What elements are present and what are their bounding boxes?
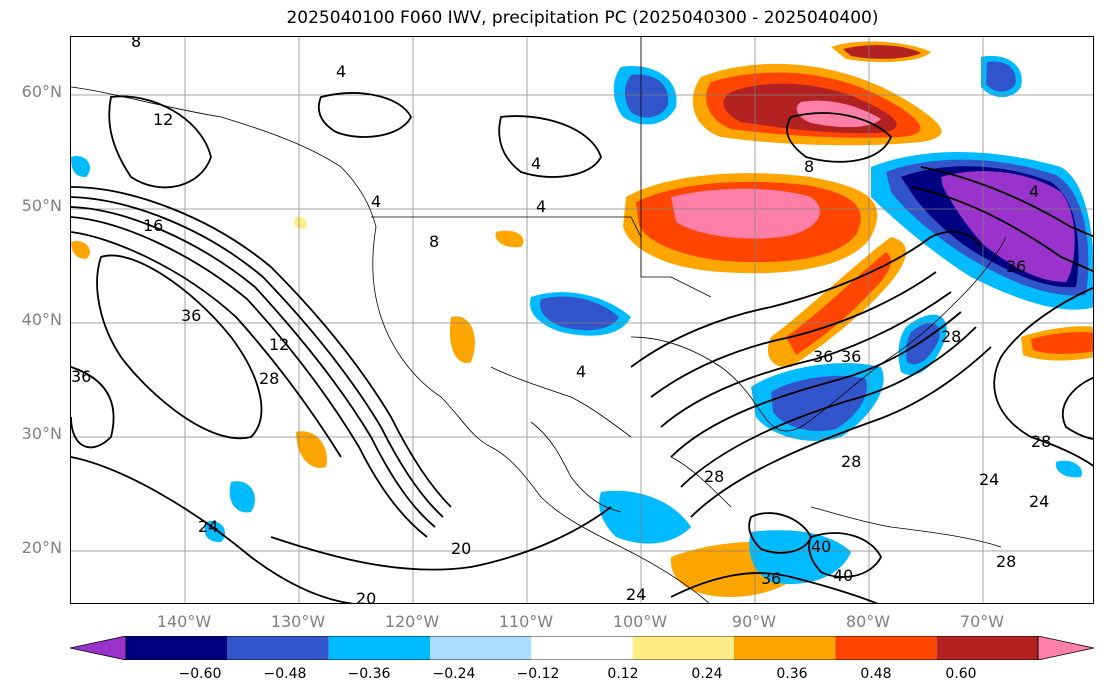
colorbar-segment <box>328 636 430 660</box>
map-title: 2025040100 F060 IWV, precipitation PC (2… <box>286 8 879 28</box>
contour-label: 12 <box>153 110 173 129</box>
colorbar-tick: 0.24 <box>691 666 723 682</box>
map-panel: 8 12 4 16 36 12 28 20 20 24 24 36 40 40 … <box>70 36 1094 604</box>
colorbar-outline <box>125 636 1039 660</box>
contour-label: 8 <box>429 232 439 251</box>
contour-label: 40 <box>811 537 831 556</box>
colorbar-extend-high <box>1037 636 1094 660</box>
coastlines <box>71 37 1007 603</box>
contour-label: 28 <box>704 467 724 486</box>
lon-label-70w: 70°W <box>959 612 1005 631</box>
contour-label: 24 <box>1029 492 1049 511</box>
contour-label: 36 <box>71 367 91 386</box>
contour-labels: 8 12 4 16 36 12 28 20 20 24 24 36 40 40 … <box>71 37 1051 604</box>
colorbar-segment <box>936 636 1038 660</box>
contour-label: 20 <box>451 539 471 558</box>
lon-label-140w: 140°W <box>156 612 212 631</box>
colorbar <box>70 636 1094 660</box>
lon-label-100w: 100°W <box>612 612 668 631</box>
contour-label: 28 <box>1031 432 1051 451</box>
contour-label: 36 <box>841 347 861 366</box>
contour-label: 8 <box>804 157 814 176</box>
contour-label: 24 <box>979 470 999 489</box>
colorbar-tick: 0.60 <box>945 666 977 682</box>
colorbar-segment <box>734 636 836 660</box>
colorbar-segment <box>227 636 329 660</box>
contour-label: 8 <box>131 37 141 51</box>
contour-label: 28 <box>841 452 861 471</box>
colorbar-extend-low <box>70 636 127 660</box>
lon-label-130w: 130°W <box>270 612 326 631</box>
colorbar-segment <box>430 636 532 660</box>
map-canvas: 8 12 4 16 36 12 28 20 20 24 24 36 40 40 … <box>71 37 1093 604</box>
lon-label-110w: 110°W <box>498 612 554 631</box>
colorbar-tick: 0.12 <box>607 666 639 682</box>
colorbar-segment <box>632 636 734 660</box>
contour-label: 28 <box>259 369 279 388</box>
iwv-contours <box>71 92 1093 603</box>
colorbar-tick: −0.60 <box>178 666 222 682</box>
contour-label: 24 <box>626 585 646 604</box>
lon-label-90w: 90°W <box>731 612 777 631</box>
contour-label: 36 <box>181 306 201 325</box>
contour-label: 4 <box>336 62 346 81</box>
contour-label: 24 <box>198 517 218 536</box>
colorbar-tick: 0.48 <box>860 666 892 682</box>
contour-label: 28 <box>941 327 961 346</box>
contour-label: 4 <box>531 154 541 173</box>
contour-label: 36 <box>813 347 833 366</box>
colorbar-segments <box>70 636 1094 660</box>
contour-label: 4 <box>576 362 586 381</box>
lat-label-40n: 40°N <box>21 310 62 329</box>
contour-label: 12 <box>269 335 289 354</box>
colorbar-segment <box>126 636 228 660</box>
colorbar-tick: −0.36 <box>347 666 391 682</box>
lat-label-60n: 60°N <box>21 82 62 101</box>
contour-label: 28 <box>996 552 1016 571</box>
colorbar-tick: −0.24 <box>432 666 476 682</box>
colorbar-segment <box>835 636 937 660</box>
contour-label: 40 <box>833 566 853 585</box>
lon-label-80w: 80°W <box>845 612 891 631</box>
contour-label: 4 <box>1029 182 1039 201</box>
contour-label: 4 <box>371 192 381 211</box>
contour-label: 16 <box>143 216 163 235</box>
lat-label-50n: 50°N <box>21 196 62 215</box>
contour-label: 36 <box>1006 257 1026 276</box>
contour-label: 4 <box>536 197 546 216</box>
precip-shading <box>71 41 1093 597</box>
colorbar-segment <box>531 636 633 660</box>
colorbar-tick: −0.48 <box>263 666 307 682</box>
contour-label: 36 <box>761 569 781 588</box>
colorbar-tick: 0.36 <box>776 666 808 682</box>
lat-label-30n: 30°N <box>21 424 62 443</box>
lat-label-20n: 20°N <box>21 538 62 557</box>
colorbar-tick: −0.12 <box>516 666 560 682</box>
contour-label: 20 <box>356 589 376 604</box>
lon-label-120w: 120°W <box>384 612 440 631</box>
